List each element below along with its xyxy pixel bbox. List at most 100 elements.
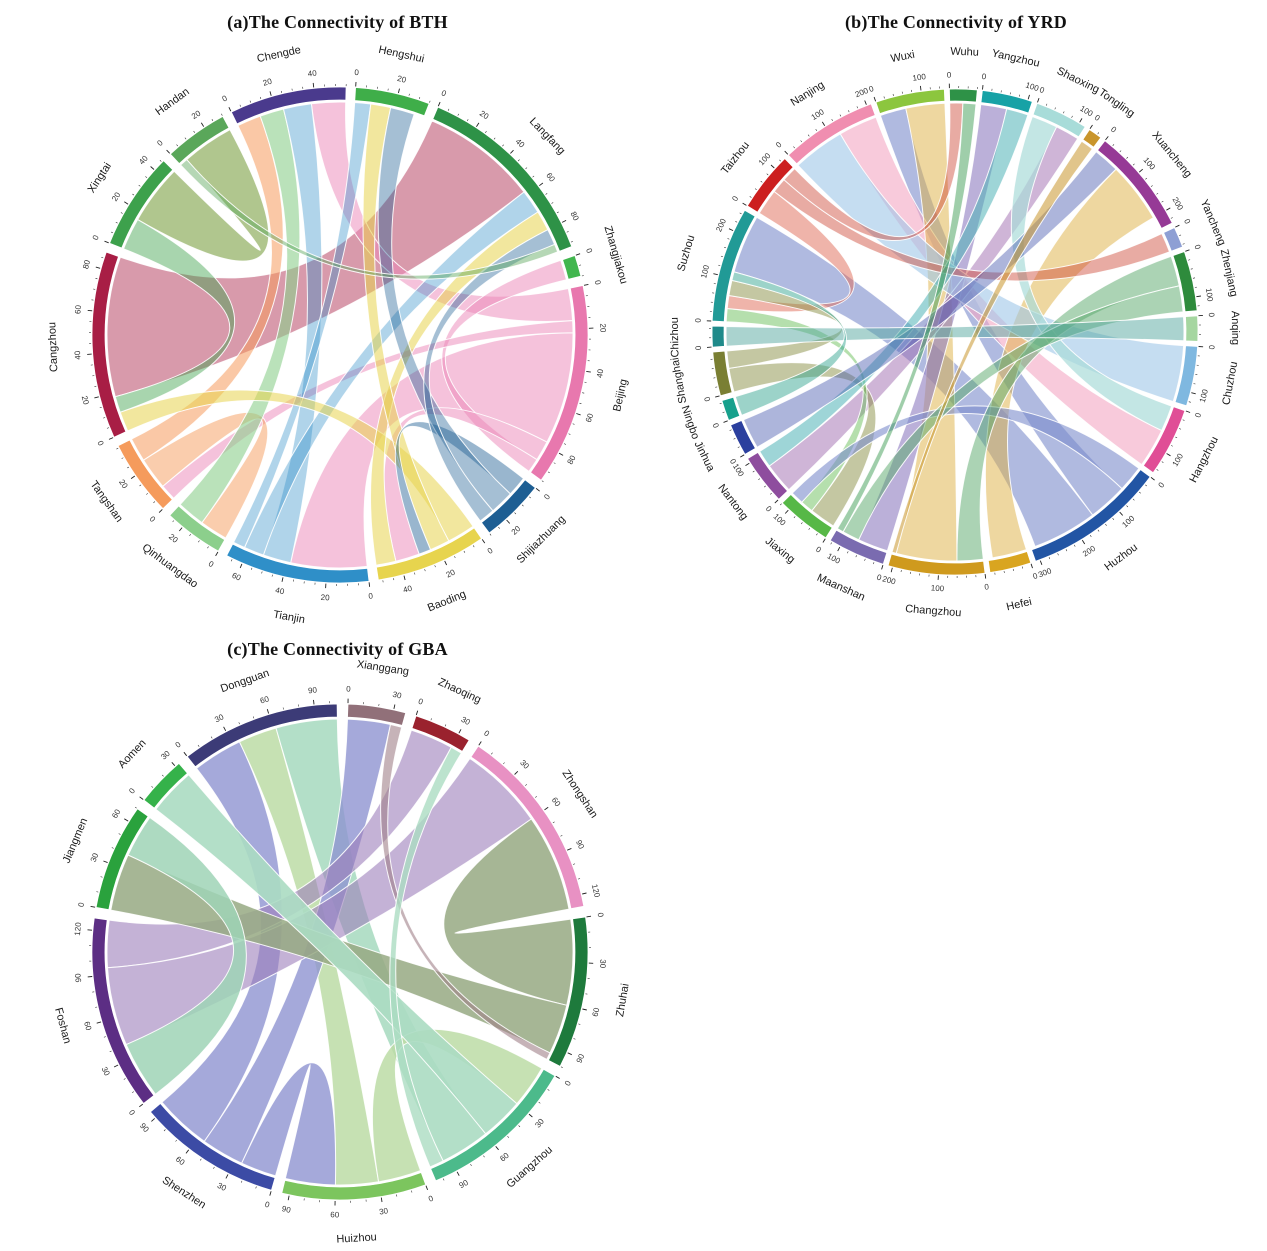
- axis-tick-major: [139, 1103, 144, 1108]
- ribbon-Shijiazhuang-Hengshui: [377, 107, 512, 512]
- sector-arc-Qinhuangdao: [169, 505, 226, 552]
- axis-tick-label: 30: [213, 712, 226, 724]
- sector-arc-Chuzhou: [1174, 345, 1199, 407]
- axis-tick-label: 0: [981, 72, 987, 82]
- axis-tick-major: [1185, 249, 1190, 252]
- axis-tick-minor: [800, 522, 803, 525]
- axis-tick-major: [864, 100, 867, 105]
- sector-arc-Huizhou: [281, 1171, 427, 1201]
- sector-label-Chuzhou: Chuzhou: [1220, 361, 1240, 407]
- axis-tick-major: [1175, 224, 1180, 228]
- axis-tick-major: [1039, 560, 1043, 565]
- axis-tick-label: 90: [574, 839, 586, 851]
- axis-tick-minor: [547, 1089, 550, 1091]
- sector-arc-Shijiazhuang: [480, 479, 536, 534]
- axis-tick-minor: [570, 241, 573, 243]
- axis-tick-minor: [424, 569, 426, 572]
- sector-arc-Guangzhou: [430, 1068, 556, 1182]
- axis-tick-minor: [230, 559, 233, 562]
- axis-tick-major: [94, 396, 99, 399]
- axis-tick-minor: [1105, 523, 1107, 526]
- axis-tick-minor: [103, 1036, 106, 1038]
- axis-tick-minor: [521, 504, 524, 507]
- axis-tick-major: [113, 1064, 119, 1068]
- ribbon-Xianggang-Zhuhai: [380, 723, 551, 1061]
- axis-tick-minor: [517, 159, 520, 162]
- axis-tick-minor: [749, 196, 752, 198]
- axis-tick-label: 20: [478, 109, 491, 122]
- ribbon-Taizhou-Wuhu: [783, 102, 964, 242]
- axis-tick-major: [287, 1195, 290, 1201]
- sector-arc-Handan: [169, 115, 230, 165]
- axis-tick-minor: [525, 784, 527, 786]
- sector-arcs: [91, 703, 589, 1201]
- axis-tick-minor: [856, 106, 858, 109]
- sector-label-Zhenjiang: Zhenjiang: [1218, 248, 1240, 298]
- axis-tick-minor: [411, 1190, 413, 1193]
- chord-chart-bth: (a)The Connectivity of BTH 0 20 40 0 20 0 20 40…: [10, 0, 665, 625]
- axis-tick-label: 100: [731, 462, 746, 479]
- axis-tick-label: 100: [931, 583, 945, 593]
- sector-arc-Suzhou: [711, 209, 756, 323]
- axis-tick-minor: [579, 264, 582, 266]
- axis-tick-minor: [101, 257, 104, 259]
- axis-tick-major: [1081, 539, 1086, 545]
- axis-tick-minor: [752, 470, 755, 473]
- axis-tick-minor: [213, 1166, 215, 1169]
- axis-tick-minor: [131, 1091, 134, 1093]
- axis-tick-major: [745, 462, 750, 466]
- axis-tick-minor: [816, 533, 818, 536]
- sector-arc-Hangzhou: [1142, 406, 1186, 474]
- axis-tick-major: [495, 1146, 499, 1151]
- axis-tick-label: 100: [1204, 288, 1215, 303]
- axis-tick-minor: [151, 786, 154, 788]
- sector-label-Wuhu: Wuhu: [950, 46, 979, 59]
- axis-tick-label: 100: [757, 151, 773, 167]
- sector-arc-Jiangmen: [95, 808, 149, 911]
- sector-label-Tongling: Tongling: [1096, 87, 1136, 120]
- axis-tick-minor: [560, 835, 563, 837]
- axis-tick-minor: [719, 402, 722, 404]
- axis-tick-major: [1196, 295, 1201, 298]
- axis-tick-label: 0: [91, 233, 101, 241]
- axis-tick-minor: [172, 520, 175, 523]
- ribbon-Cangzhou-Langfang: [106, 120, 525, 398]
- axis-tick-label: 90: [73, 972, 83, 982]
- axis-tick-minor: [251, 567, 253, 570]
- axis-tick-minor: [489, 533, 492, 536]
- sector-arc-Beijing: [529, 285, 589, 481]
- ribbon-Tianjin-Hengshui: [232, 101, 372, 549]
- sector-label-Taizhou: Taizhou: [719, 140, 752, 177]
- axis-tick-major: [150, 166, 155, 170]
- sector-arc-Dongguan: [186, 703, 338, 768]
- axis-tick-minor: [1126, 156, 1129, 159]
- axis-tick-minor: [808, 527, 811, 530]
- axis-tick-label: 0: [542, 492, 552, 501]
- axis-tick-label: 0: [127, 786, 137, 795]
- sector-label-Huizhou: Huizhou: [336, 1231, 377, 1245]
- axis-tick-minor: [434, 565, 436, 568]
- axis-tick-minor: [839, 114, 842, 117]
- axis-tick-minor: [551, 202, 554, 204]
- axis-tick-major: [510, 149, 514, 154]
- axis-tick-label: 100: [1024, 80, 1040, 93]
- axis-tick-major: [713, 273, 718, 276]
- axis-tick-minor: [1097, 132, 1100, 135]
- sector-arc-Aomen: [143, 762, 188, 809]
- axis-tick-major: [269, 91, 272, 96]
- axis-tick-minor: [485, 131, 487, 133]
- axis-tick-major: [770, 164, 775, 169]
- axis-tick-minor: [1179, 234, 1182, 236]
- axis-tick-minor: [430, 718, 432, 721]
- sector-arc-Nantong: [747, 451, 789, 500]
- sector-label-Jinhua: Jinhua: [692, 439, 718, 474]
- axis-tick-major: [139, 796, 144, 800]
- axis-tick-major: [586, 370, 591, 373]
- axis-tick-major: [822, 538, 826, 543]
- axis-tick-label: 200: [881, 574, 897, 586]
- axis-tick-major: [583, 283, 589, 286]
- axis-tick-major: [1030, 563, 1033, 569]
- sector-arc-Cangzhou: [91, 251, 127, 438]
- axis-tick-minor: [120, 212, 123, 214]
